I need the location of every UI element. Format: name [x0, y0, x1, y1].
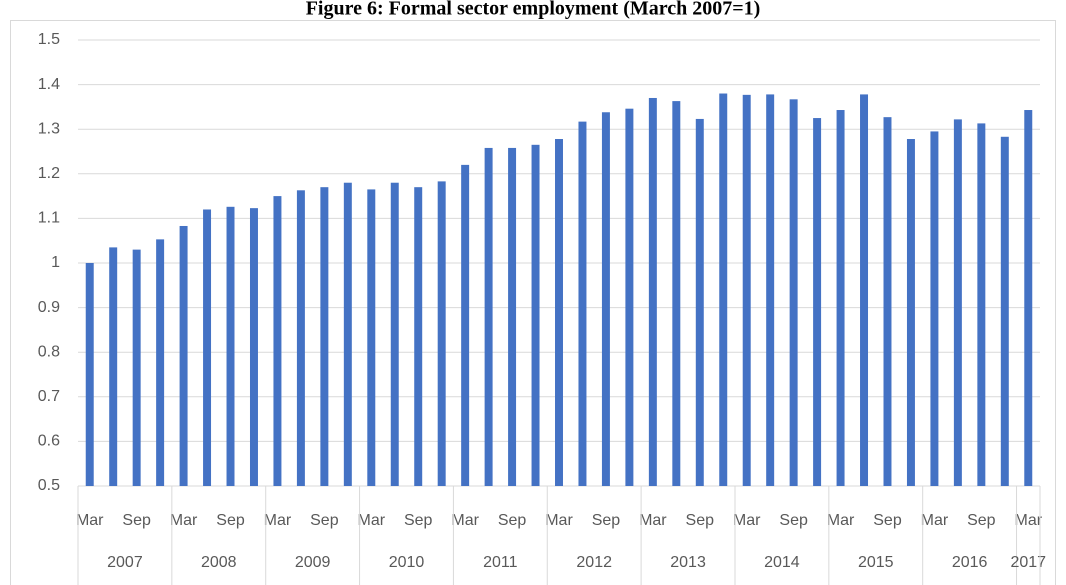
x-tick-label: Mar: [545, 512, 573, 529]
x-tick-label: Mar: [733, 512, 761, 529]
x-group-label: 2008: [201, 554, 237, 571]
x-tick-label: Sep: [310, 512, 339, 529]
bar: [414, 187, 423, 486]
bar: [508, 147, 517, 486]
x-group-label: 2010: [389, 554, 425, 571]
bar: [367, 189, 376, 486]
x-tick-label: Sep: [779, 512, 808, 529]
bar: [977, 123, 986, 486]
bar: [906, 139, 915, 486]
bar: [343, 182, 352, 486]
y-tick-label: 0.9: [38, 299, 60, 316]
bar: [719, 93, 728, 487]
bar: [601, 112, 610, 486]
y-tick-label: 0.6: [38, 433, 60, 450]
bar: [766, 94, 775, 487]
x-tick-label: Sep: [404, 512, 433, 529]
bar: [437, 181, 446, 486]
bar: [742, 94, 751, 486]
bar: [296, 190, 305, 486]
x-group-label: 2011: [483, 554, 518, 571]
bar: [85, 263, 94, 486]
x-tick-label: Mar: [451, 512, 479, 529]
y-tick-label: 1.3: [38, 120, 60, 137]
x-group-label: 2016: [952, 554, 988, 571]
x-tick-label: Mar: [1014, 512, 1042, 529]
bar: [390, 182, 399, 486]
x-group-label: 2014: [764, 554, 800, 571]
x-tick-label: Mar: [921, 512, 949, 529]
y-tick-label: 0.7: [38, 388, 60, 405]
x-group-label: 2015: [858, 554, 894, 571]
bar: [789, 99, 798, 487]
x-tick-label: Mar: [170, 512, 198, 529]
bar: [672, 101, 681, 487]
bar: [109, 247, 118, 486]
x-tick-label: Mar: [76, 512, 104, 529]
x-group-label: 2013: [670, 554, 706, 571]
bar: [860, 94, 869, 487]
bar: [249, 208, 258, 486]
bar: [226, 206, 235, 486]
x-group-label: 2009: [295, 554, 331, 571]
bar: [578, 121, 587, 487]
bar: [1000, 136, 1009, 487]
bar: [203, 209, 212, 487]
bar: [883, 117, 892, 487]
bar: [179, 225, 188, 486]
y-tick-label: 1.1: [38, 210, 60, 227]
bar: [320, 187, 329, 486]
x-tick-label: Sep: [498, 512, 527, 529]
x-tick-label: Mar: [358, 512, 386, 529]
bar: [836, 110, 845, 486]
bar: [484, 147, 493, 486]
x-tick-label: Sep: [873, 512, 902, 529]
bar: [156, 239, 165, 486]
x-tick-label: Sep: [967, 512, 996, 529]
x-tick-label: Sep: [122, 512, 151, 529]
x-group-label: 2017: [1010, 554, 1046, 571]
x-tick-label: Mar: [639, 512, 667, 529]
bar: [1024, 110, 1033, 486]
bar: [625, 108, 634, 487]
bar: [930, 131, 939, 486]
bar: [132, 249, 141, 486]
bar: [461, 164, 470, 486]
x-tick-label: Mar: [264, 512, 292, 529]
bar: [953, 119, 962, 486]
y-tick-label: 0.8: [38, 343, 60, 360]
chart-frame: [10, 20, 1056, 585]
bar: [531, 144, 540, 486]
chart-title: Figure 6: Formal sector employment (Marc…: [306, 0, 761, 20]
x-group-label: 2007: [107, 554, 143, 571]
y-tick-label: 1: [51, 254, 60, 271]
y-tick-label: 1.4: [38, 76, 60, 93]
bar: [555, 139, 563, 486]
bar: [695, 118, 704, 486]
bar: [813, 118, 822, 487]
x-group-label: 2012: [576, 554, 612, 571]
y-tick-label: 1.2: [38, 165, 60, 182]
bar: [273, 196, 282, 486]
x-tick-label: Sep: [216, 512, 245, 529]
x-tick-label: Sep: [686, 512, 715, 529]
y-tick-label: 0.5: [38, 477, 60, 494]
x-tick-label: Mar: [827, 512, 855, 529]
y-tick-label: 1.5: [38, 31, 60, 48]
x-tick-label: Sep: [592, 512, 621, 529]
bar: [648, 97, 657, 486]
